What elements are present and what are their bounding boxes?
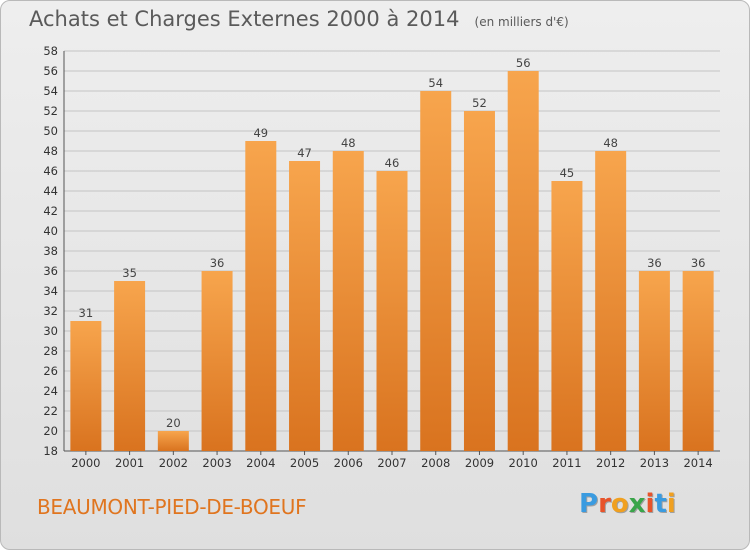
title-row: Achats et Charges Externes 2000 à 2014 (…	[29, 7, 569, 31]
x-tick-label-2000: 2000	[71, 456, 100, 470]
bar-2003	[201, 271, 233, 451]
bar-2005	[289, 161, 321, 451]
y-tick-label: 24	[43, 384, 58, 398]
y-tick-label: 30	[43, 324, 58, 338]
x-tick-label-2011: 2011	[552, 456, 581, 470]
x-tick-label-2001: 2001	[115, 456, 144, 470]
value-label-2000: 31	[79, 306, 94, 320]
y-tick-label: 50	[43, 124, 58, 138]
logo-letter: t	[654, 489, 667, 519]
y-tick-label: 22	[43, 404, 58, 418]
chart-subtitle: (en milliers d'€)	[474, 15, 569, 29]
value-label-2007: 46	[385, 156, 400, 170]
logo-letter: i	[645, 489, 655, 519]
logo-letter: P	[579, 489, 599, 519]
y-tick-labels: 18 20 22 24 26 28 30 32 34 36 38 40 42 44 46 48 50 52 54 56…	[43, 44, 58, 458]
x-tick-label-2003: 2003	[202, 456, 231, 470]
x-tick-label-2004: 2004	[246, 456, 275, 470]
value-label-2009: 52	[472, 96, 487, 110]
x-tick-label-2005: 2005	[290, 456, 319, 470]
value-label-2010: 56	[516, 56, 531, 70]
bar-2002	[157, 431, 189, 451]
value-label-2003: 36	[210, 256, 225, 270]
value-label-2012: 48	[603, 136, 618, 150]
y-tick-label: 56	[43, 64, 58, 78]
x-tick-label-2008: 2008	[421, 456, 450, 470]
y-tick-label: 58	[43, 44, 58, 58]
y-tick-label: 20	[43, 424, 58, 438]
value-label-2004: 49	[253, 126, 268, 140]
x-tick-label-2009: 2009	[465, 456, 494, 470]
y-tick-label: 34	[43, 284, 58, 298]
bar-2010	[507, 71, 539, 451]
bar-2013	[638, 271, 670, 451]
x-tick-label-2002: 2002	[159, 456, 188, 470]
y-tick-label: 48	[43, 144, 58, 158]
bar-2011	[551, 181, 583, 451]
x-tick-label-2012: 2012	[596, 456, 625, 470]
y-tick-label: 46	[43, 164, 58, 178]
value-label-2011: 45	[560, 166, 575, 180]
logo-letter: x	[628, 489, 646, 519]
place-name: BEAUMONT-PIED-DE-BOEUF	[37, 495, 307, 519]
bar-2006	[332, 151, 364, 451]
value-label-2008: 54	[428, 76, 443, 90]
bar-2004	[245, 141, 277, 451]
y-tick-label: 28	[43, 344, 58, 358]
y-tick-label: 40	[43, 224, 58, 238]
value-labels: 31 35 20 36 49 47 48 46 54 52 56 45 48 36 36	[79, 56, 706, 430]
y-tick-label: 36	[43, 264, 58, 278]
x-tick-label-2013: 2013	[640, 456, 669, 470]
x-tick-labels: 2000 2001 2002 2003 2004 2005 2006 2007 2008 2009…	[71, 456, 713, 470]
x-tick-label-2007: 2007	[377, 456, 406, 470]
value-label-2005: 47	[297, 146, 312, 160]
logo-letter: o	[610, 489, 629, 519]
y-tick-label: 32	[43, 304, 58, 318]
bar-2009	[463, 111, 495, 451]
y-tick-label: 52	[43, 104, 58, 118]
bar-2007	[376, 171, 408, 451]
value-label-2001: 35	[122, 266, 137, 280]
bar-2001	[114, 281, 146, 451]
x-tick-label-2014: 2014	[683, 456, 712, 470]
y-tick-label: 44	[43, 184, 58, 198]
value-label-2013: 36	[647, 256, 662, 270]
y-tick-label: 26	[43, 364, 58, 378]
bars	[70, 71, 714, 451]
logo-letter: r	[598, 489, 611, 519]
y-tick-label: 42	[43, 204, 58, 218]
bar-2000	[70, 321, 102, 451]
bar-2012	[595, 151, 627, 451]
value-label-2006: 48	[341, 136, 356, 150]
bar-2014	[682, 271, 714, 451]
value-label-2002: 20	[166, 416, 181, 430]
x-tick-label-2006: 2006	[334, 456, 363, 470]
chart-title: Achats et Charges Externes 2000 à 2014	[29, 7, 460, 31]
logo-letter: i	[666, 489, 676, 519]
y-tick-label: 54	[43, 84, 58, 98]
y-tick-label: 18	[43, 444, 58, 458]
value-label-2014: 36	[691, 256, 706, 270]
y-tick-label: 38	[43, 244, 58, 258]
x-tick-label-2010: 2010	[509, 456, 538, 470]
proxiti-logo[interactable]: Proxiti	[579, 489, 676, 519]
bar-2008	[420, 91, 452, 451]
